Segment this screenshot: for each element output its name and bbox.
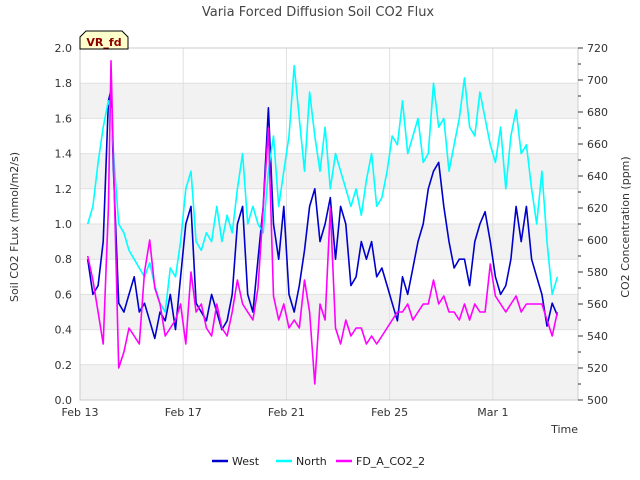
y2-axis-title: CO2 Concentration (ppm) [619,156,632,297]
grid-band [80,364,578,400]
y2-tick-label: 580 [587,266,608,279]
y2-tick-label: 660 [587,138,608,151]
y-tick-label: 1.0 [55,218,73,231]
legend-label: West [232,455,260,468]
y-tick-label: 2.0 [55,42,73,55]
y-tick-label: 0.8 [55,253,73,266]
grid-band [80,294,578,330]
y-tick-label: 1.2 [55,183,73,196]
x-axis: Feb 13 Feb 17 Feb 21 Feb 25 Mar 1 [62,406,509,419]
x-axis-title: Time [550,423,578,436]
y2-tick-label: 520 [587,362,608,375]
chart-title: Varia Forced Diffusion Soil CO2 Flux [202,5,435,20]
legend: West North FD_A_CO2_2 [212,455,425,468]
x-tick-label: Feb 13 [62,406,99,419]
y2-tick-label: 560 [587,298,608,311]
badge-label: VR_fd [86,36,121,49]
y2-tick-label: 640 [587,170,608,183]
series-line-fd-a-co2-2 [86,59,559,385]
y2-tick-label: 680 [587,106,608,119]
series-layer [86,59,559,385]
y2-tick-label: 720 [587,42,608,55]
legend-label: North [296,455,327,468]
y2-tick-label: 600 [587,234,608,247]
y-tick-label: 0.0 [55,394,73,407]
grid-band [80,83,578,119]
x-tick-label: Feb 17 [165,406,202,419]
badge: VR_fd [79,30,129,50]
y-tick-label: 0.6 [55,288,73,301]
y-axis: 0.0 0.2 0.4 0.6 0.8 1.0 1.2 1.4 1.6 1.8 2.0 [55,42,73,407]
y-tick-label: 0.2 [55,359,73,372]
legend-label: FD_A_CO2_2 [356,455,425,468]
x-tick-label: Mar 1 [477,406,508,419]
y2-tick-label: 620 [587,202,608,215]
y2-tick-label: 700 [587,74,608,87]
y2-tick-label: 540 [587,330,608,343]
series-line-north [86,64,559,313]
y-tick-label: 1.6 [55,112,73,125]
y-axis-title: Soil CO2 FLux (mmol/m2/s) [8,152,21,302]
y2-axis: 500 520 540 560 580 600 620 640 660 680 700 720 [578,42,608,407]
y-tick-label: 1.4 [55,148,73,161]
y-tick-label: 0.4 [55,324,73,337]
badge-box [79,30,129,50]
y-tick-label: 1.8 [55,77,73,90]
x-tick-label: Feb 21 [268,406,305,419]
x-tick-label: Feb 25 [371,406,408,419]
y2-tick-label: 500 [587,394,608,407]
